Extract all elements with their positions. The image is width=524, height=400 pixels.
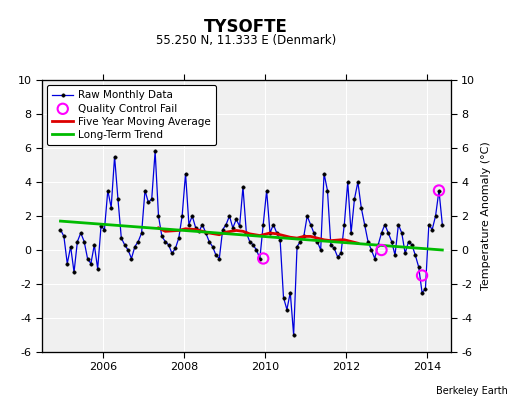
Raw Monthly Data: [169, 251, 175, 256]
Y-axis label: Temperature Anomaly (°C): Temperature Anomaly (°C): [481, 142, 490, 290]
Raw Monthly Data: [355, 180, 361, 184]
Text: Berkeley Earth: Berkeley Earth: [436, 386, 508, 396]
Five Year Moving Average: [355, 241, 361, 246]
Five Year Moving Average: [162, 229, 168, 234]
Raw Monthly Data: [210, 244, 216, 249]
Five Year Moving Average: [287, 235, 293, 240]
Five Year Moving Average: [274, 232, 280, 236]
Five Year Moving Average: [223, 230, 229, 234]
Five Year Moving Average: [247, 232, 253, 236]
Five Year Moving Average: [341, 238, 347, 242]
Five Year Moving Average: [267, 230, 273, 235]
Five Year Moving Average: [338, 238, 344, 242]
Raw Monthly Data: [439, 222, 445, 227]
Five Year Moving Average: [301, 234, 307, 239]
Quality Control Fail: [377, 247, 386, 253]
Five Year Moving Average: [294, 236, 300, 240]
Five Year Moving Average: [192, 227, 199, 232]
Quality Control Fail: [259, 255, 267, 262]
Five Year Moving Average: [348, 239, 354, 244]
Five Year Moving Average: [155, 226, 161, 230]
Five Year Moving Average: [216, 232, 223, 237]
Line: Raw Monthly Data: Raw Monthly Data: [59, 150, 444, 337]
Line: Five Year Moving Average: Five Year Moving Average: [158, 228, 358, 243]
Quality Control Fail: [418, 272, 426, 279]
Raw Monthly Data: [166, 242, 172, 247]
Five Year Moving Average: [176, 228, 182, 233]
Raw Monthly Data: [290, 333, 297, 338]
Text: 55.250 N, 11.333 E (Denmark): 55.250 N, 11.333 E (Denmark): [156, 34, 336, 47]
Five Year Moving Average: [280, 233, 287, 238]
Raw Monthly Data: [152, 149, 158, 154]
Raw Monthly Data: [101, 227, 107, 232]
Five Year Moving Average: [240, 229, 246, 234]
Five Year Moving Average: [308, 234, 314, 239]
Five Year Moving Average: [328, 238, 334, 243]
Legend: Raw Monthly Data, Quality Control Fail, Five Year Moving Average, Long-Term Tren: Raw Monthly Data, Quality Control Fail, …: [47, 85, 216, 145]
Five Year Moving Average: [260, 232, 266, 237]
Five Year Moving Average: [182, 226, 189, 231]
Raw Monthly Data: [57, 227, 63, 232]
Raw Monthly Data: [311, 230, 317, 235]
Five Year Moving Average: [206, 230, 212, 235]
Five Year Moving Average: [314, 236, 321, 240]
Text: TYSOFTE: TYSOFTE: [204, 18, 288, 36]
Quality Control Fail: [435, 187, 443, 194]
Five Year Moving Average: [199, 229, 205, 234]
Five Year Moving Average: [321, 238, 327, 242]
Five Year Moving Average: [257, 233, 263, 238]
Five Year Moving Average: [233, 228, 239, 233]
